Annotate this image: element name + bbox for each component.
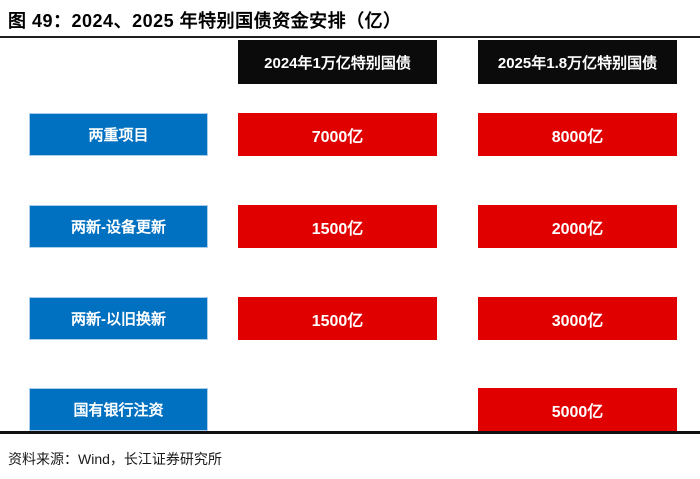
value-cell-2025-row3: 3000亿 <box>478 297 677 340</box>
row-label-shebei-gengxin: 两新-设备更新 <box>29 205 208 248</box>
value-cell-2025-row2: 2000亿 <box>478 205 677 248</box>
value-cell-2024-row2: 1500亿 <box>238 205 437 248</box>
value-cell-2025-row4: 5000亿 <box>478 388 677 431</box>
source-note: 资料来源：Wind，长江证券研究所 <box>8 451 222 467</box>
figure-title: 图 49：2024、2025 年特别国债资金安排（亿） <box>8 11 402 31</box>
bottom-border-rule <box>0 431 700 434</box>
row-label-liangzhong-xiangmu: 两重项目 <box>29 113 208 156</box>
row-label-guoyou-yinhang-zhuzi: 国有银行注资 <box>29 388 208 431</box>
value-cell-2025-row1: 8000亿 <box>478 113 677 156</box>
row-label-yijiu-huanxin: 两新-以旧换新 <box>29 297 208 340</box>
value-cell-2024-row1: 7000亿 <box>238 113 437 156</box>
column-header-2024: 2024年1万亿特别国债 <box>238 40 437 84</box>
column-header-2025: 2025年1.8万亿特别国债 <box>478 40 677 84</box>
value-cell-2024-row3: 1500亿 <box>238 297 437 340</box>
title-divider-rule <box>0 36 700 38</box>
